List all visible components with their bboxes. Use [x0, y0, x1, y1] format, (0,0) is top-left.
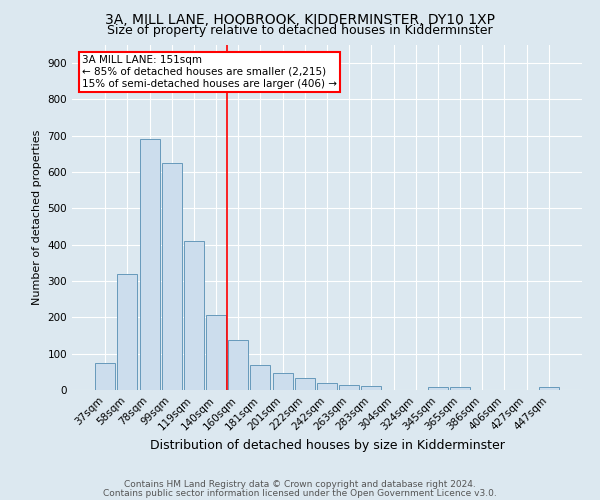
Text: Contains public sector information licensed under the Open Government Licence v3: Contains public sector information licen… [103, 488, 497, 498]
Y-axis label: Number of detached properties: Number of detached properties [32, 130, 42, 305]
Bar [140, 140, 160, 390]
Bar [450, 388, 470, 390]
Bar [339, 386, 359, 390]
Bar [272, 372, 293, 390]
Bar [361, 386, 382, 390]
X-axis label: Distribution of detached houses by size in Kidderminster: Distribution of detached houses by size … [149, 438, 505, 452]
Bar [250, 364, 271, 390]
Bar [162, 163, 182, 390]
Text: 3A, MILL LANE, HOOBROOK, KIDDERMINSTER, DY10 1XP: 3A, MILL LANE, HOOBROOK, KIDDERMINSTER, … [105, 12, 495, 26]
Bar [95, 363, 115, 390]
Bar [206, 315, 226, 390]
Bar [118, 274, 137, 390]
Bar [539, 387, 559, 390]
Text: 3A MILL LANE: 151sqm
← 85% of detached houses are smaller (2,215)
15% of semi-de: 3A MILL LANE: 151sqm ← 85% of detached h… [82, 56, 337, 88]
Text: Contains HM Land Registry data © Crown copyright and database right 2024.: Contains HM Land Registry data © Crown c… [124, 480, 476, 489]
Bar [228, 340, 248, 390]
Bar [295, 378, 315, 390]
Bar [428, 387, 448, 390]
Bar [317, 382, 337, 390]
Bar [184, 241, 204, 390]
Text: Size of property relative to detached houses in Kidderminster: Size of property relative to detached ho… [107, 24, 493, 37]
